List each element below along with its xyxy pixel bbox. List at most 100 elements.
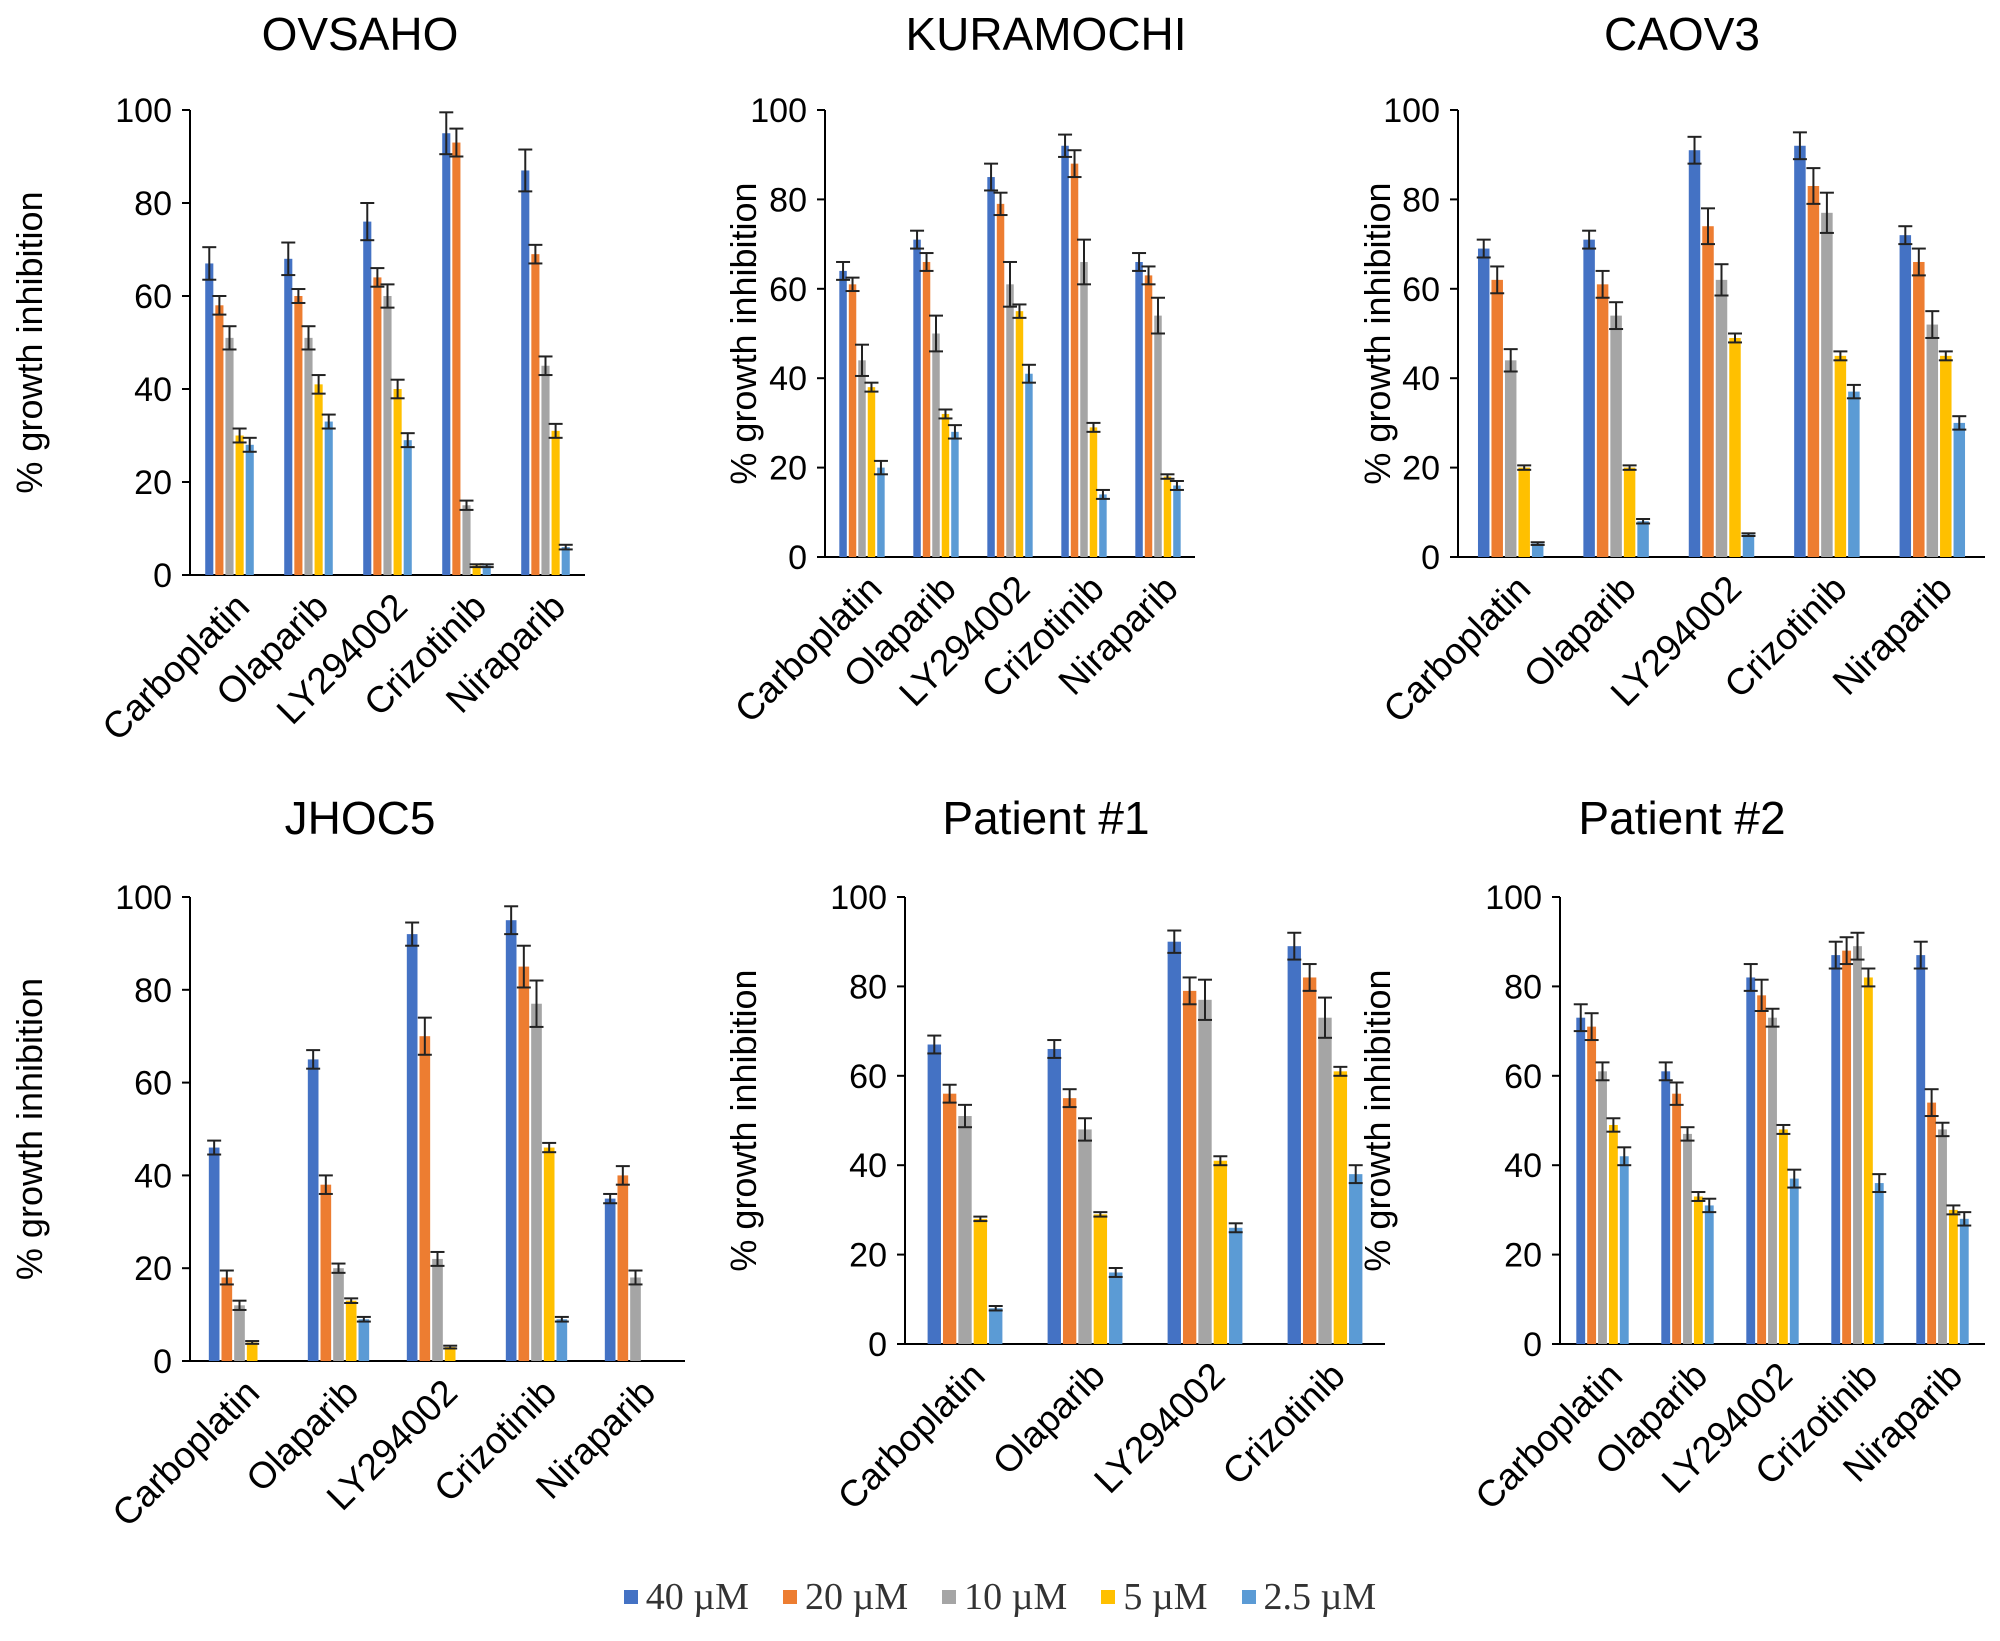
bar xyxy=(373,277,382,575)
legend-swatch-2-5um xyxy=(1241,1590,1256,1604)
y-tick-label: 100 xyxy=(830,879,887,917)
chart-panel: Patient #1 % growth inhibition 0 20 40 60 80 10… xyxy=(723,792,1385,1517)
bar xyxy=(221,1277,233,1361)
bar xyxy=(1318,1017,1332,1344)
bar xyxy=(1619,1156,1629,1344)
legend-label: 20 µM xyxy=(804,1576,909,1618)
y-tick-label: 0 xyxy=(1523,1326,1542,1364)
bar xyxy=(1608,1124,1618,1344)
y-tick-label: 60 xyxy=(134,1065,172,1103)
bar xyxy=(432,1258,443,1361)
bar xyxy=(1080,261,1088,557)
bar xyxy=(1899,235,1912,557)
bar xyxy=(442,133,451,575)
bar xyxy=(1746,977,1756,1344)
bar xyxy=(1926,324,1939,557)
bar xyxy=(383,296,392,575)
bar xyxy=(867,387,876,557)
legend: 40 µM 20 µM 10 µM 5 µM 2.5 µM xyxy=(0,1572,2000,1622)
bar xyxy=(1913,261,1925,557)
bar xyxy=(1683,1133,1692,1344)
y-tick-label: 0 xyxy=(868,1326,887,1364)
bar xyxy=(951,431,959,557)
bar xyxy=(932,333,940,557)
legend-label: 2.5 µM xyxy=(1263,1576,1377,1618)
bar xyxy=(444,1347,456,1361)
bar xyxy=(1154,315,1162,557)
bar xyxy=(284,258,293,575)
y-tick-label: 0 xyxy=(788,539,807,577)
bar xyxy=(215,305,224,575)
bar xyxy=(234,1305,245,1361)
bar xyxy=(839,270,847,557)
bar xyxy=(942,1093,957,1344)
bar xyxy=(358,1319,370,1361)
legend-item: 20 µM xyxy=(782,1575,909,1619)
bar xyxy=(1693,1196,1703,1344)
chart-title: OVSAHO xyxy=(262,8,459,60)
bar xyxy=(1672,1093,1682,1344)
bar xyxy=(958,1116,972,1344)
bar xyxy=(307,1059,319,1361)
y-tick-label: 100 xyxy=(1485,879,1542,917)
bar xyxy=(1302,977,1317,1344)
bar xyxy=(462,505,471,575)
y-tick-label: 60 xyxy=(134,278,172,316)
bar xyxy=(1349,1174,1363,1344)
bar xyxy=(1821,212,1833,557)
x-tick-label: Carboplatin xyxy=(830,1355,993,1518)
bar xyxy=(927,1044,941,1344)
bar xyxy=(1333,1071,1348,1344)
bar xyxy=(1789,1178,1799,1344)
bar xyxy=(1702,226,1714,557)
bar xyxy=(1927,1102,1937,1344)
bar xyxy=(345,1300,357,1361)
y-tick-label: 100 xyxy=(115,879,172,917)
y-tick-label: 60 xyxy=(1504,1058,1542,1096)
bar xyxy=(1715,279,1728,557)
bar xyxy=(1587,1026,1597,1344)
bar xyxy=(1213,1160,1228,1344)
bar xyxy=(922,261,931,557)
y-tick-label: 60 xyxy=(849,1058,887,1096)
bar xyxy=(1109,1272,1123,1344)
bar xyxy=(987,177,995,558)
bar xyxy=(1099,494,1107,557)
bar xyxy=(1916,955,1926,1344)
bar xyxy=(208,1147,220,1361)
bar xyxy=(1163,476,1172,557)
y-tick-label: 20 xyxy=(1402,450,1440,488)
bar xyxy=(1729,337,1741,557)
bar xyxy=(1198,999,1212,1344)
bar xyxy=(246,1342,258,1361)
bar xyxy=(403,440,412,575)
bar xyxy=(1047,1048,1061,1344)
x-tick-label: Crizotinib xyxy=(1215,1355,1353,1493)
bar xyxy=(1848,391,1860,557)
bar xyxy=(1173,485,1181,557)
bar xyxy=(521,170,530,575)
y-tick-label: 40 xyxy=(1504,1147,1542,1185)
y-axis-label: % growth inhibition xyxy=(1357,182,1398,484)
bar xyxy=(1477,248,1490,557)
y-tick-label: 40 xyxy=(849,1147,887,1185)
bar xyxy=(1938,1129,1947,1344)
bar xyxy=(541,365,550,575)
y-axis-label: % growth inhibition xyxy=(1357,969,1398,1271)
bar xyxy=(452,142,461,576)
x-tick-label: LY294002 xyxy=(1086,1355,1232,1501)
bar xyxy=(1853,946,1862,1344)
bar xyxy=(505,920,517,1361)
legend-swatch-40um xyxy=(623,1590,638,1604)
bar xyxy=(604,1198,616,1361)
bar xyxy=(1583,239,1595,557)
y-tick-label: 40 xyxy=(134,371,172,409)
bar xyxy=(531,1003,542,1361)
legend-label: 5 µM xyxy=(1123,1576,1208,1618)
y-tick-label: 20 xyxy=(134,1250,172,1288)
bar xyxy=(551,430,560,575)
bar xyxy=(1610,315,1622,557)
bar xyxy=(996,203,1005,557)
bar xyxy=(1863,977,1873,1344)
bar xyxy=(1491,279,1503,557)
